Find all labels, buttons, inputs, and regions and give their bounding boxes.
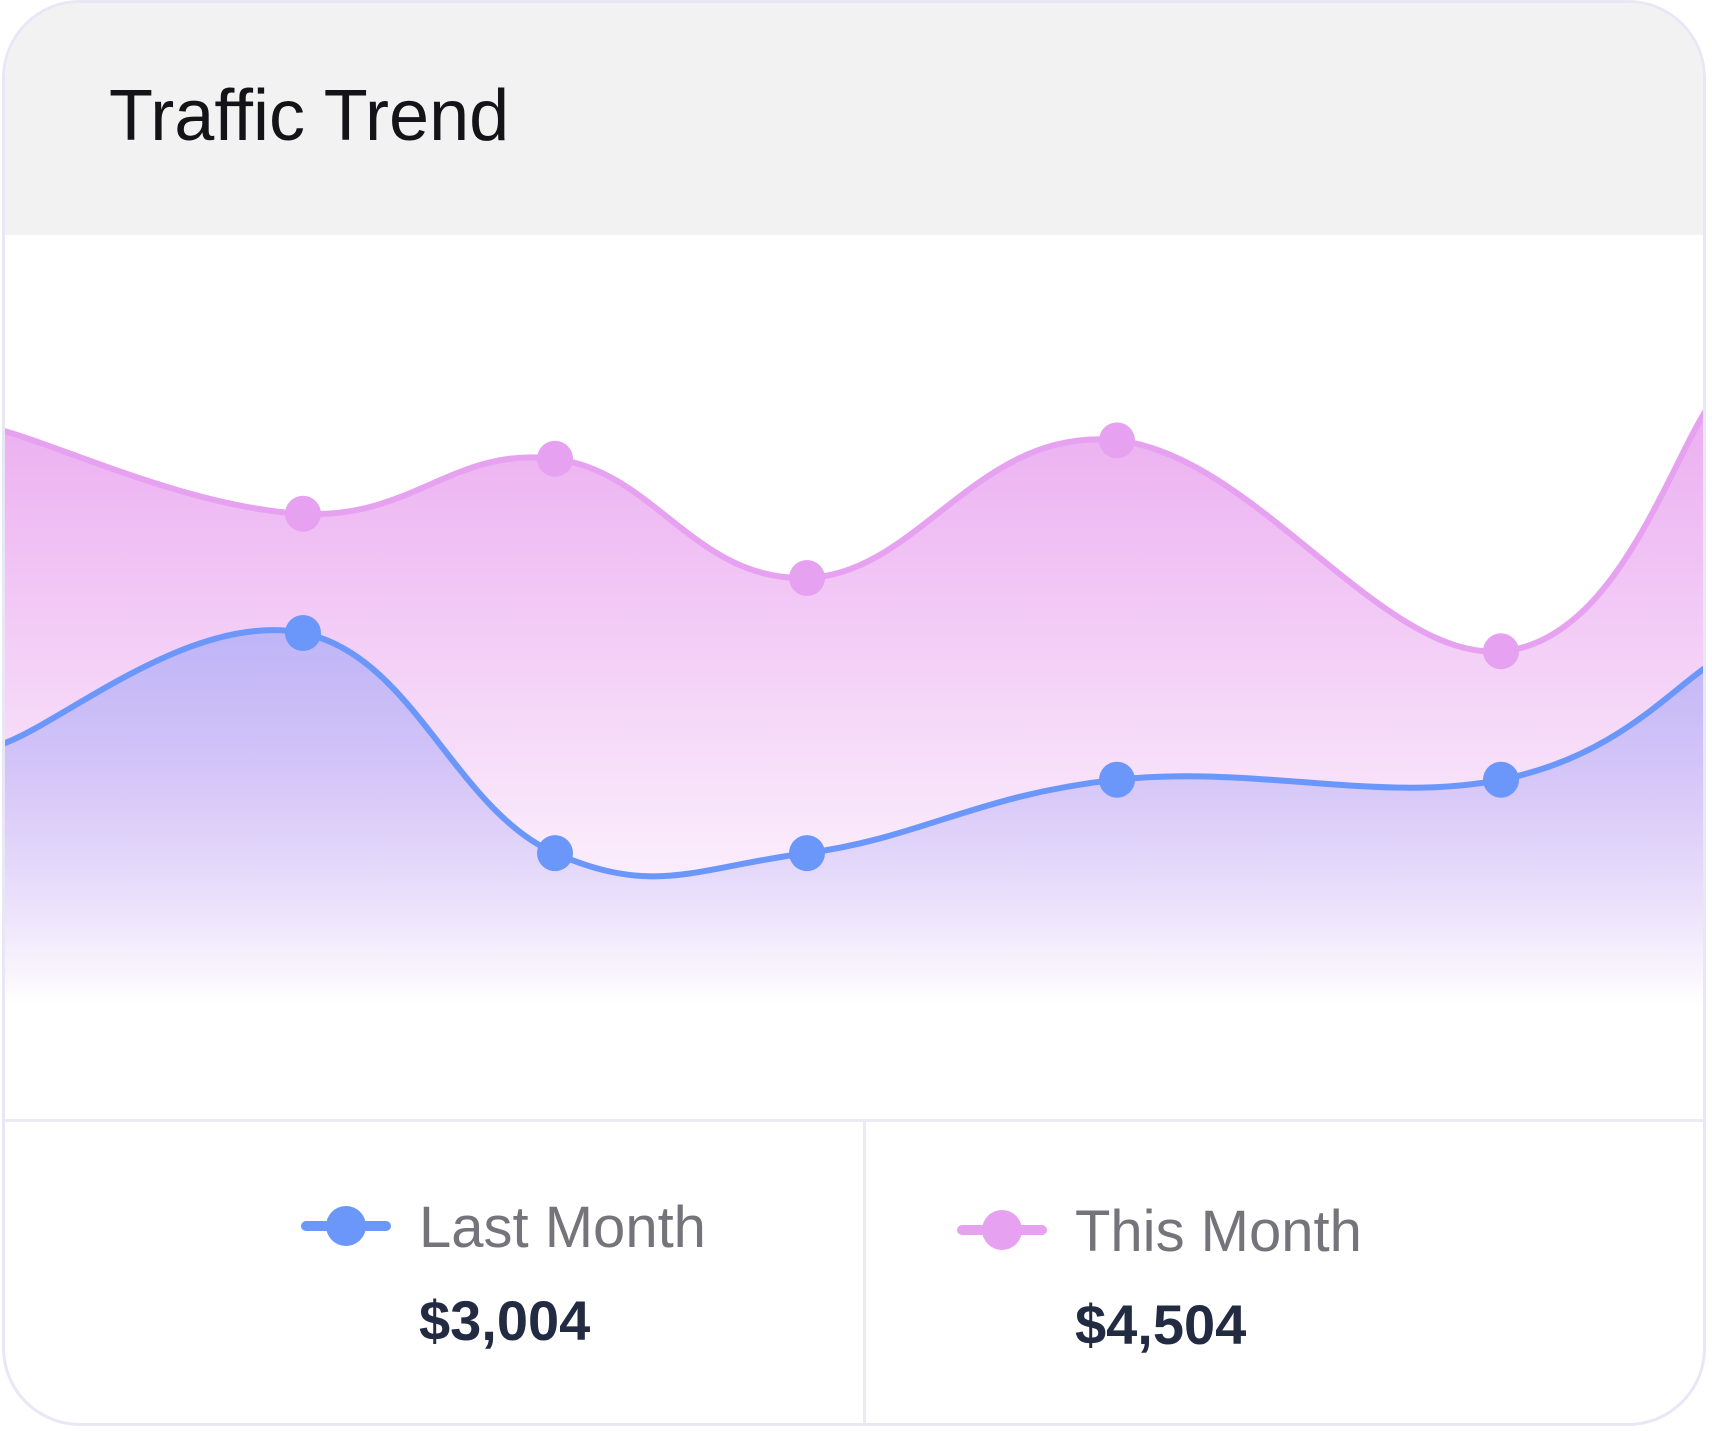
card-header: Traffic Trend xyxy=(5,3,1703,235)
last-month-point xyxy=(789,835,825,872)
last-month-point xyxy=(1099,761,1135,798)
traffic-area-chart xyxy=(5,409,1703,1005)
legend-value: $3,004 xyxy=(419,1289,591,1352)
last-month-point xyxy=(285,615,321,651)
chart-legend: Last Month $3,004 This Month $4,504 xyxy=(5,1119,1703,1423)
this-month-line-marker-icon xyxy=(957,1210,1047,1250)
this-month-point xyxy=(1099,422,1135,459)
this-month-point xyxy=(285,495,321,532)
legend-marker-dot xyxy=(326,1206,366,1246)
this-month-point xyxy=(1483,633,1519,670)
this-month-point xyxy=(537,440,573,477)
last-month-area-fill xyxy=(5,630,1703,1005)
legend-divider xyxy=(863,1122,866,1423)
legend-marker-dot xyxy=(982,1210,1022,1250)
this-month-point xyxy=(789,560,825,596)
last-month-point xyxy=(1483,761,1519,798)
last-month-line-marker-icon xyxy=(301,1206,391,1246)
legend-label: Last Month xyxy=(419,1195,706,1260)
chart-plot-layer xyxy=(5,409,1703,1005)
legend-label: This Month xyxy=(1075,1199,1362,1264)
card-title: Traffic Trend xyxy=(109,76,510,156)
chart-area xyxy=(5,235,1703,1119)
legend-value: $4,504 xyxy=(1075,1293,1247,1356)
last-month-point xyxy=(537,835,573,872)
